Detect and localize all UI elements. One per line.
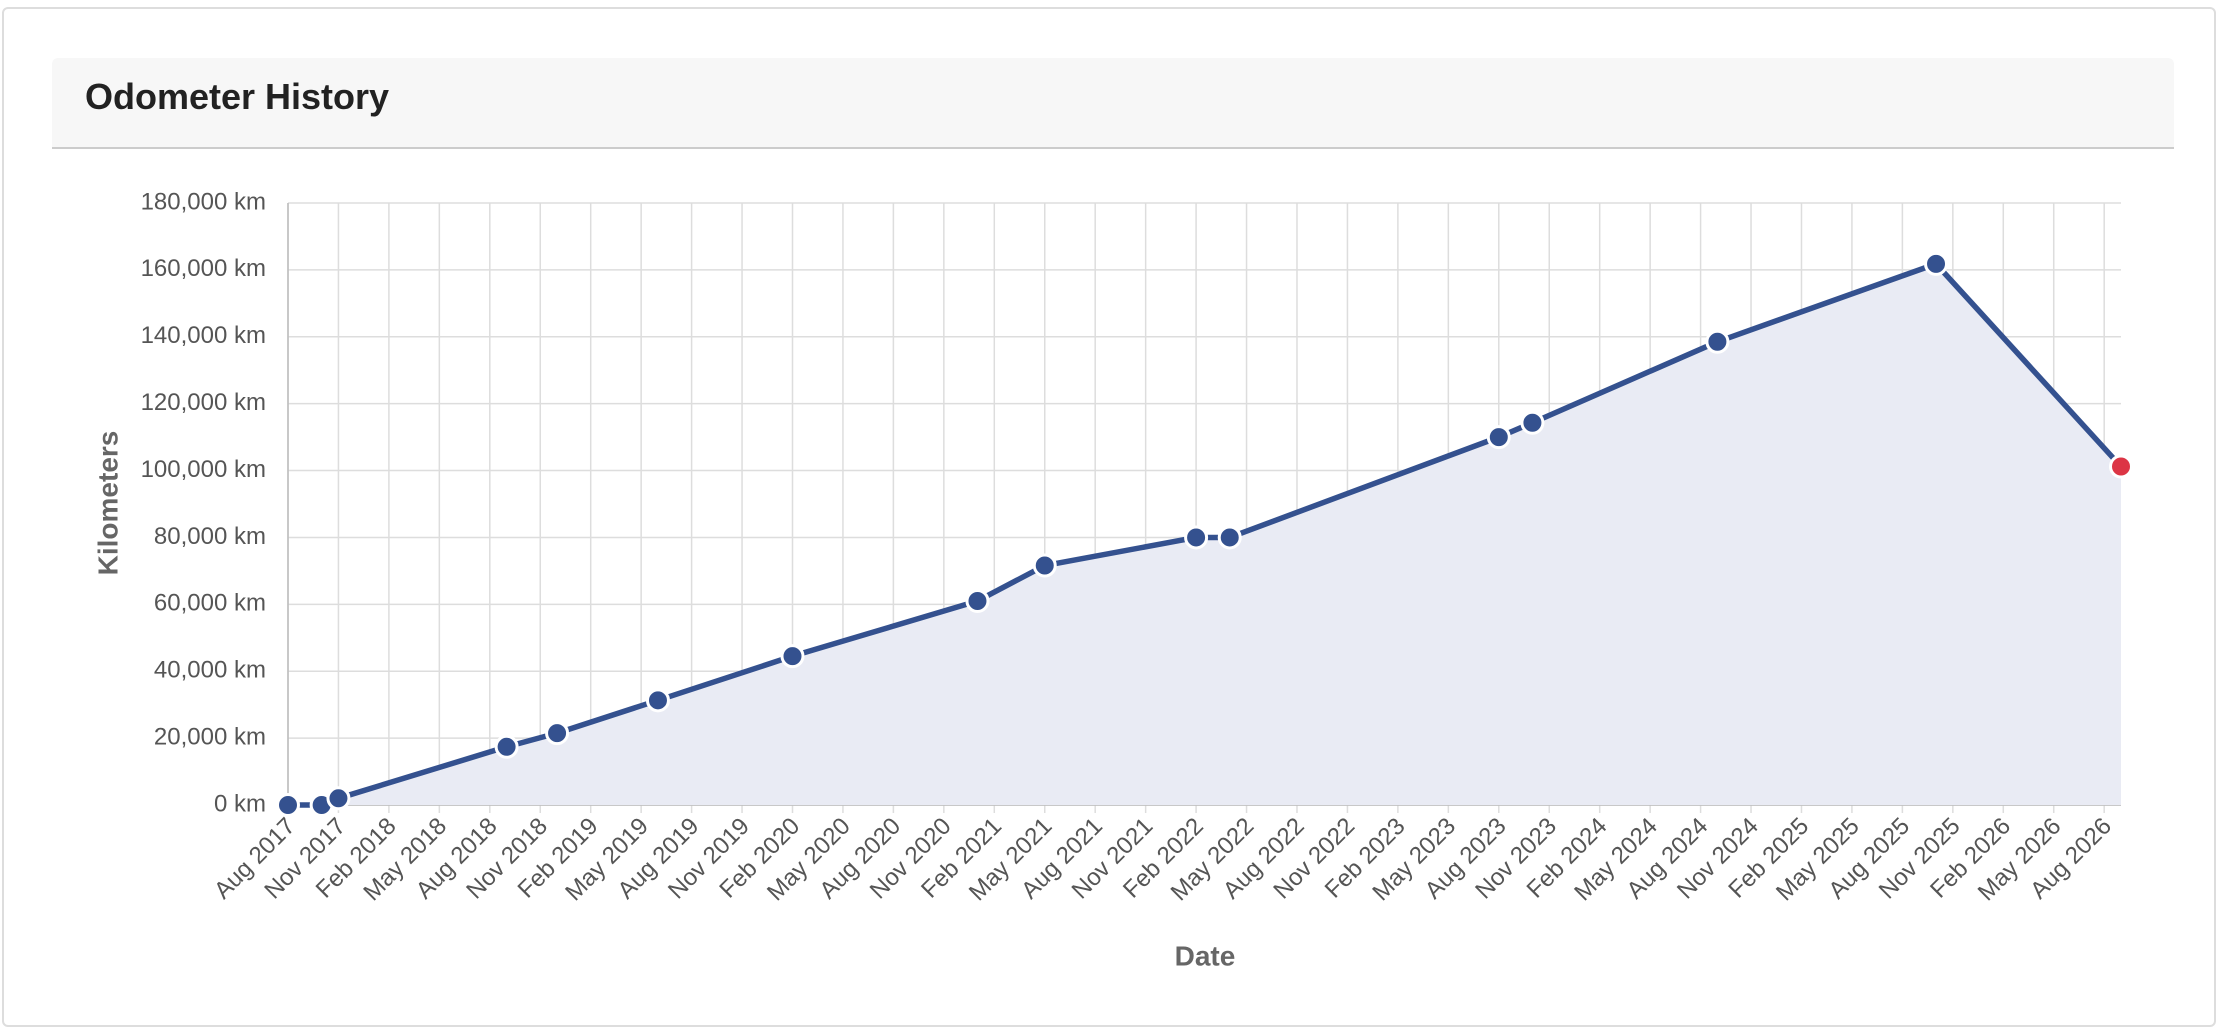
point	[1924, 251, 1949, 276]
point	[1486, 425, 1511, 450]
point	[1520, 410, 1545, 435]
area	[288, 263, 2121, 805]
point	[326, 786, 351, 811]
y-tick-label: 80,000 km	[154, 523, 266, 550]
line	[288, 261, 2124, 808]
y-axis-title: Kilometers	[92, 431, 123, 576]
y-tick-label: 0 km	[214, 790, 266, 817]
card-header: Odometer History	[52, 58, 2174, 149]
chart-title: Odometer History	[85, 76, 390, 117]
point	[276, 793, 300, 817]
y-tick-label: 180,000 km	[141, 188, 266, 215]
y-tick-label: 140,000 km	[141, 322, 266, 349]
y-tick-label: 20,000 km	[154, 723, 266, 750]
point	[1184, 525, 1209, 550]
point	[494, 734, 519, 759]
point	[545, 721, 570, 746]
y-tick-label: 120,000 km	[141, 389, 266, 416]
point	[780, 644, 805, 669]
point	[1032, 553, 1057, 578]
y-tick-label: 40,000 km	[154, 657, 266, 684]
x-axis-title: Date	[1175, 940, 1236, 971]
point	[965, 588, 990, 613]
point	[1217, 525, 1242, 550]
y-tick-label: 100,000 km	[141, 456, 266, 483]
y-tick-label: 60,000 km	[154, 590, 266, 617]
point	[1705, 329, 1730, 354]
y-tick-label: 160,000 km	[141, 255, 266, 282]
point	[2109, 454, 2133, 479]
point	[645, 688, 670, 713]
